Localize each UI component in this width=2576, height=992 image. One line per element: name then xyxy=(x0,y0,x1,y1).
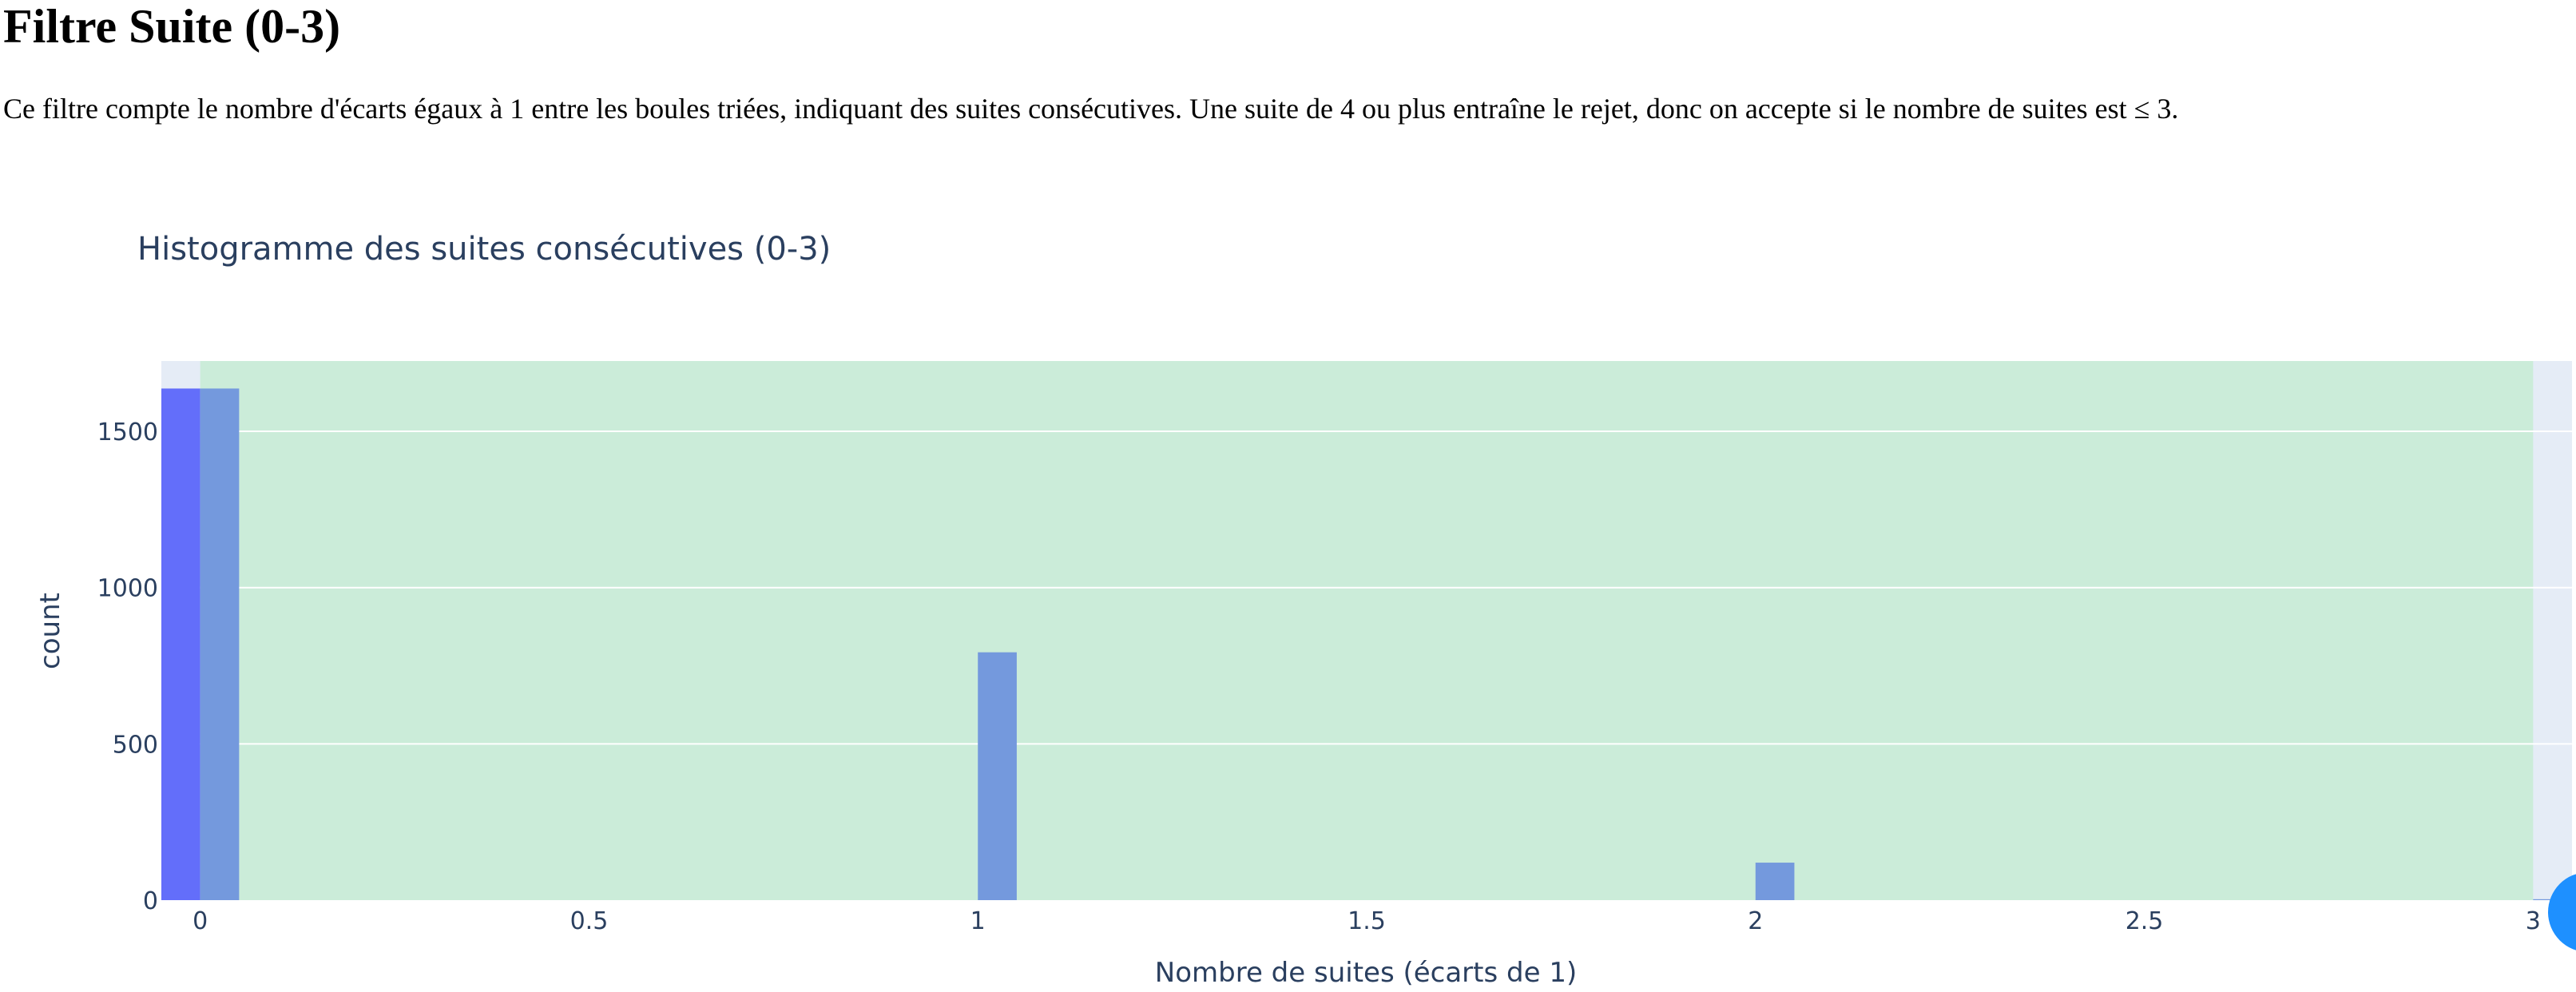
y-tick-label: 1000 xyxy=(97,575,158,603)
x-tick-label: 3 xyxy=(2526,907,2541,935)
x-tick-label: 2 xyxy=(1748,907,1763,935)
accepted-range-region xyxy=(200,361,2534,900)
chart-title: Histogramme des suites consécutives (0-3… xyxy=(137,231,831,268)
x-tick-label: 0.5 xyxy=(570,907,609,935)
filter-description: Ce filtre compte le nombre d'écarts égau… xyxy=(3,93,2179,125)
y-axis-label: count xyxy=(34,593,66,669)
x-tick-label: 1 xyxy=(970,907,986,935)
y-tick-label: 500 xyxy=(113,731,158,759)
y-tick-label: 0 xyxy=(143,887,158,915)
histogram-bar xyxy=(1755,863,1795,900)
histogram-bar xyxy=(978,652,1017,900)
histogram-bar xyxy=(161,388,200,900)
y-tick-label: 1500 xyxy=(97,419,158,446)
page-title: Filtre Suite (0-3) xyxy=(3,0,341,53)
x-tick-label: 0 xyxy=(193,907,208,935)
x-tick-label: 2.5 xyxy=(2125,907,2164,935)
x-tick-label: 1.5 xyxy=(1348,907,1386,935)
x-axis-label: Nombre de suites (écarts de 1) xyxy=(1155,957,1577,989)
histogram-bar xyxy=(200,388,240,900)
